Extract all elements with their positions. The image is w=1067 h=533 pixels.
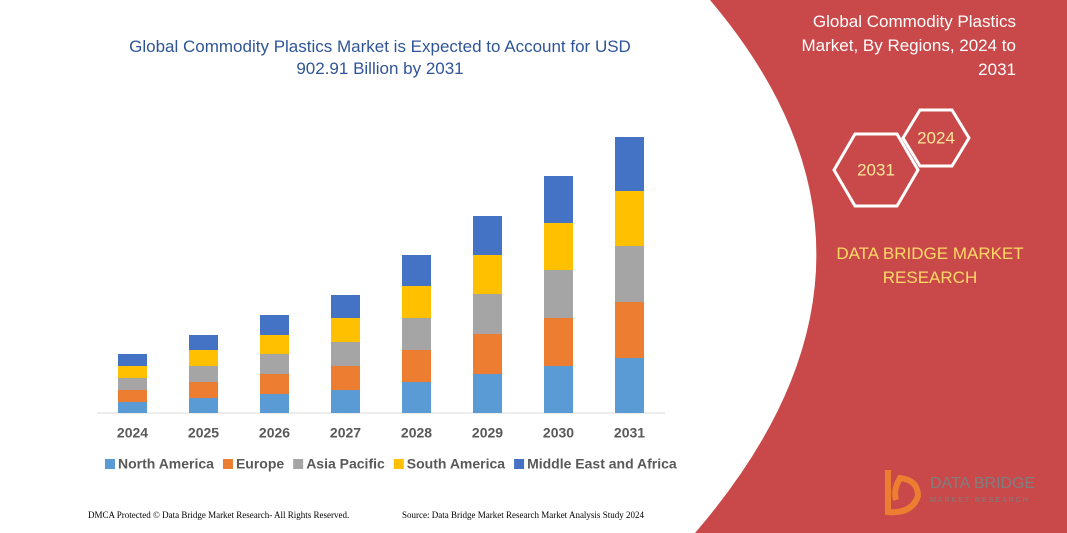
legend-label: Middle East and Africa (527, 456, 677, 472)
bar-segment (615, 302, 644, 358)
bar-segment (615, 137, 644, 191)
bar-segment (402, 286, 431, 318)
bar-segment (118, 402, 147, 413)
side-panel (695, 0, 1067, 533)
bar-segment (331, 295, 360, 318)
bar-segment (189, 335, 218, 350)
bar-segment (118, 378, 147, 390)
bar-segment (118, 390, 147, 402)
bar-segment (615, 191, 644, 246)
legend-swatch (105, 459, 115, 469)
bar-segment (402, 350, 431, 382)
legend-swatch (293, 459, 304, 469)
x-tick-label: 2027 (330, 425, 361, 441)
bar-segment (331, 366, 360, 390)
bar-segment (260, 335, 289, 354)
bar-segment (473, 334, 502, 374)
bar-segment (402, 318, 431, 350)
chart-title: Global Commodity Plastics Market is Expe… (129, 37, 631, 78)
legend-label: Asia Pacific (306, 456, 385, 472)
bar-segment (544, 223, 573, 270)
x-tick-label: 2030 (543, 425, 574, 441)
legend-swatch (514, 459, 525, 469)
legend-label: South America (407, 456, 505, 472)
legend-swatch (222, 459, 233, 469)
bar-segment (189, 366, 218, 382)
legend-label: Europe (236, 456, 284, 472)
bar-segment (473, 374, 502, 413)
bar-segment (402, 382, 431, 413)
bar-segment (473, 255, 502, 294)
logo-name: DATA BRIDGE (930, 475, 1035, 492)
bar-segment (473, 216, 502, 255)
bar-segment (615, 246, 644, 302)
bar-segment (331, 342, 360, 366)
bar-segment (260, 374, 289, 394)
footer-left: DMCA Protected © Data Bridge Market Rese… (88, 510, 349, 520)
hex-label: 2031 (857, 160, 895, 179)
bar-segment (331, 390, 360, 413)
bar-segment (118, 366, 147, 378)
x-tick-label: 2024 (117, 425, 148, 441)
legend-swatch (393, 459, 404, 469)
bar-segment (189, 398, 218, 413)
bar-segment (189, 382, 218, 398)
panel-brand: DATA BRIDGE MARKET RESEARCH (836, 244, 1024, 287)
logo-tagline: MARKET RESEARCH (930, 497, 1030, 504)
x-tick-label: 2026 (259, 425, 290, 441)
bar-segment (615, 358, 644, 413)
bar-segment (544, 270, 573, 318)
bar-segment (544, 366, 573, 413)
bar-segment (331, 318, 360, 342)
x-tick-label: 2028 (401, 425, 432, 441)
bar-segment (260, 315, 289, 335)
bar-segment (402, 255, 431, 286)
legend-label: North America (118, 456, 214, 472)
bar-segment (544, 176, 573, 223)
x-tick-label: 2031 (614, 425, 645, 441)
hexagon (832, 132, 920, 208)
logo-icon (885, 470, 922, 516)
bar-segment (544, 318, 573, 366)
bar-segment (473, 294, 502, 334)
panel-title: Global Commodity Plastics Market, By Reg… (801, 12, 1016, 79)
x-tick-label: 2025 (188, 425, 219, 441)
bar-segment (260, 394, 289, 413)
bar-segment (118, 354, 147, 366)
hexagon (901, 108, 971, 168)
bar-segment (189, 350, 218, 366)
bar-segment (260, 354, 289, 374)
footer-right: Source: Data Bridge Market Research Mark… (402, 510, 644, 520)
x-tick-label: 2029 (472, 425, 503, 441)
hex-label: 2024 (917, 128, 955, 147)
